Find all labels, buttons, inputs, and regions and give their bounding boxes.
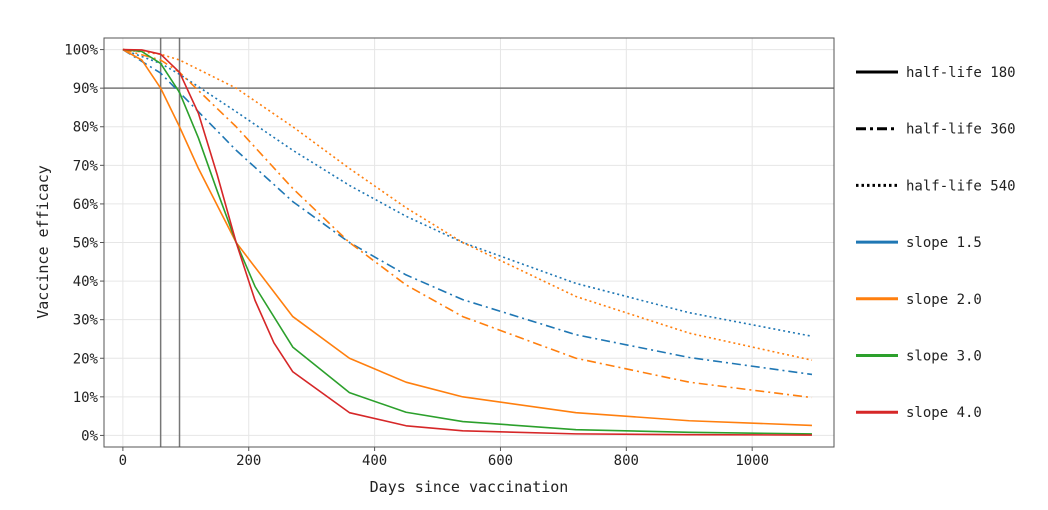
legend: half-life 180 half-life 360 half-life 540 s… [856, 65, 1016, 421]
legend-label: slope 1.5 [906, 235, 982, 251]
y-tick-label: 10% [73, 390, 99, 406]
x-tick-label: 0 [119, 453, 127, 469]
legend-label: slope 2.0 [906, 292, 982, 308]
y-tick-label: 60% [73, 197, 99, 213]
x-tick-label: 800 [614, 453, 639, 469]
legend-label: half-life 540 [906, 178, 1016, 194]
series-layer [122, 48, 813, 436]
x-tick-label: 400 [362, 453, 387, 469]
y-tick-label: 70% [73, 158, 99, 174]
y-tick-label: 90% [73, 81, 99, 97]
series-line [122, 48, 813, 376]
y-tick-label: 80% [73, 120, 99, 136]
legend-label: half-life 180 [906, 65, 1016, 81]
x-axis-ticks: 0 200 400 600 800 1000 [119, 447, 769, 469]
reference-lines [104, 38, 834, 447]
y-tick-label: 50% [73, 236, 99, 252]
y-axis-title: Vaccince efficacy [34, 165, 52, 319]
y-tick-label: 100% [64, 43, 98, 59]
series-line [122, 48, 812, 436]
series-line [122, 48, 812, 435]
x-axis-title: Days since vaccination [370, 478, 569, 496]
series-line [122, 48, 813, 399]
y-axis-ticks: 0% 10% 20% 30% 40% 50% 60% 70% 80% 90% 100% [64, 43, 104, 444]
x-tick-label: 1000 [735, 453, 769, 469]
legend-label: slope 4.0 [906, 405, 982, 421]
y-tick-label: 0% [81, 428, 98, 444]
series-line [122, 48, 813, 361]
x-tick-label: 600 [488, 453, 513, 469]
series-line [122, 48, 813, 427]
x-tick-label: 200 [236, 453, 261, 469]
series-line [122, 48, 813, 338]
y-tick-label: 40% [73, 274, 99, 290]
y-tick-label: 20% [73, 351, 99, 367]
legend-label: half-life 360 [906, 122, 1016, 138]
y-tick-label: 30% [73, 313, 99, 329]
legend-label: slope 3.0 [906, 349, 982, 365]
